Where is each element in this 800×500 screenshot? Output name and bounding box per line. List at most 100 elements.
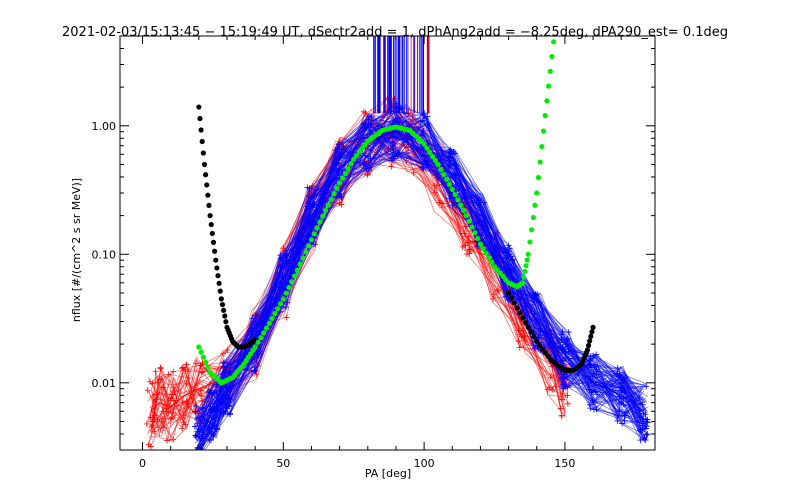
blue-marker: [587, 405, 594, 412]
black-fit-point: [588, 333, 594, 340]
blue-marker: [192, 432, 199, 439]
black-fit-point: [536, 342, 543, 348]
green-fit-point: [523, 263, 529, 269]
blue-marker: [590, 406, 597, 413]
green-fit-point: [460, 207, 467, 213]
blue-marker: [199, 405, 206, 412]
blue-marker: [389, 157, 396, 164]
green-fit-point: [549, 54, 555, 60]
red-marker: [410, 169, 417, 176]
green-fit-point: [424, 145, 430, 151]
blue-marker: [507, 253, 514, 260]
green-fit-point: [463, 213, 469, 219]
green-fit-point: [280, 296, 286, 302]
black-fit-point: [251, 337, 257, 343]
green-fit-point: [534, 190, 540, 196]
red-marker: [165, 371, 172, 378]
red-marker: [146, 378, 153, 385]
green-fit-point: [317, 219, 323, 225]
red-marker: [170, 368, 177, 375]
blue-trace: [201, 127, 644, 439]
black-fit-point: [210, 239, 217, 245]
blue-marker: [473, 220, 480, 227]
green-fit-point: [469, 224, 475, 230]
black-fit-point: [221, 307, 227, 313]
blue-marker: [614, 371, 621, 378]
y-tick-label: 0.10: [92, 248, 117, 261]
black-fit-point: [584, 347, 591, 353]
green-fit-point: [345, 166, 351, 172]
black-fit-point: [219, 301, 226, 308]
green-fit-point: [547, 68, 553, 74]
red-marker: [179, 425, 186, 432]
green-fit-point: [486, 255, 492, 261]
x-tick-label: 100: [414, 457, 435, 470]
blue-marker: [193, 402, 200, 409]
black-fit-point: [508, 295, 514, 301]
green-fit-point: [303, 249, 309, 255]
blue-marker: [559, 381, 566, 388]
green-fit-point: [359, 145, 365, 151]
green-fit-point: [196, 344, 202, 350]
red-marker: [547, 374, 554, 381]
axes: 0 50 100 150 1.00 0.10 0.01: [92, 35, 655, 470]
blue-marker: [194, 454, 200, 460]
blue-marker: [505, 242, 512, 249]
green-fit-point: [529, 227, 535, 233]
green-fit-point: [334, 185, 340, 191]
black-fit-point: [204, 182, 210, 188]
green-fit-point: [331, 191, 337, 197]
black-fit-point: [196, 104, 202, 110]
blue-marker: [422, 157, 429, 164]
red-marker: [167, 415, 174, 422]
green-fit-point: [432, 157, 438, 164]
green-fit-point: [480, 246, 486, 252]
black-fit-point: [216, 280, 222, 287]
red-marker: [431, 183, 438, 190]
blue-marker: [643, 432, 650, 439]
blue-marker: [565, 329, 572, 336]
blue-marker: [593, 351, 600, 358]
black-fit-point: [505, 290, 512, 296]
black-fit-point: [208, 221, 214, 228]
green-fit-point: [272, 310, 278, 317]
green-fit-point: [542, 113, 548, 119]
blue-trace: [196, 128, 642, 448]
blue-marker: [537, 331, 544, 338]
plot-frame: [119, 35, 656, 451]
blue-marker: [227, 411, 234, 418]
red-marker: [466, 250, 473, 257]
blue-marker: [279, 256, 286, 263]
x-tick-label: 0: [139, 457, 146, 470]
green-fit-point: [429, 153, 436, 159]
black-fit-point: [511, 300, 517, 306]
green-fit-point: [291, 273, 298, 279]
x-tick-label: 150: [554, 457, 575, 470]
green-fit-point: [266, 320, 272, 326]
green-fit-point: [203, 359, 209, 365]
red-marker: [184, 400, 191, 407]
green-fit-point: [353, 152, 360, 159]
blue-marker: [424, 113, 431, 120]
green-fit-point: [294, 267, 300, 273]
blue-marker: [392, 153, 399, 160]
red-marker: [490, 295, 497, 302]
green-fit-point: [198, 349, 204, 355]
green-fit-point: [530, 214, 536, 221]
blue-marker: [306, 185, 313, 192]
blue-marker: [364, 153, 371, 160]
red-marker: [144, 387, 151, 394]
red-marker: [516, 344, 523, 351]
black-fit-point: [207, 213, 213, 219]
green-fit-point: [325, 202, 331, 208]
blue-marker: [390, 146, 397, 153]
blue-marker: [637, 437, 644, 444]
blue-marker: [642, 437, 649, 444]
black-fit-point: [200, 150, 206, 156]
black-fit-point: [206, 202, 212, 209]
black-fit-point: [205, 192, 211, 198]
blue-marker: [362, 163, 369, 170]
green-fit-point: [275, 306, 281, 312]
green-fit-point: [277, 301, 284, 307]
green-fit-point: [421, 141, 427, 147]
